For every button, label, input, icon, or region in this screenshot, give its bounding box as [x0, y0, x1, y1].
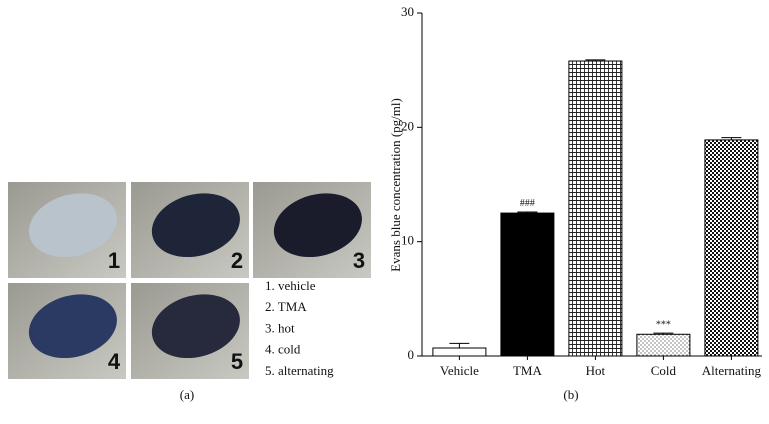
bar: [636, 333, 691, 357]
photo-number: 5: [231, 349, 243, 374]
ear: [28, 193, 117, 258]
bar: [568, 60, 623, 357]
x-tick-label: Hot: [586, 363, 606, 378]
legend-item: 4. cold: [265, 342, 301, 357]
photo: 1: [8, 182, 126, 278]
y-tick-label: 0: [408, 347, 415, 362]
significance-mark: ###: [520, 198, 535, 209]
photo-number: 4: [108, 349, 121, 374]
photo-number: 2: [231, 248, 243, 273]
y-tick-label: 10: [401, 233, 414, 248]
x-tick-label: Alternating: [702, 363, 762, 378]
bar: [704, 139, 759, 357]
x-tick-label: Cold: [651, 363, 677, 378]
bar-chart: 0 10 20 30 Vehicle TMA Hot Cold Alternating ### **…: [401, 4, 762, 378]
y-tick-label: 30: [401, 4, 414, 19]
photo: 2: [131, 182, 249, 278]
ear: [151, 193, 240, 258]
y-axis-label: Evans blue concentration (pg/ml): [388, 98, 403, 272]
legend-item: 1. vehicle: [265, 278, 316, 293]
panel-caption: (b): [563, 387, 578, 402]
legend-item: 5. alternating: [265, 363, 334, 378]
panel-caption: (a): [180, 387, 194, 402]
x-tick-label: TMA: [513, 363, 543, 378]
bar: [432, 347, 487, 357]
x-tick-label: Vehicle: [440, 363, 479, 378]
significance-mark: ***: [656, 319, 671, 330]
photo-number: 1: [108, 248, 120, 273]
photo-number: 3: [353, 248, 365, 273]
photo: 5: [131, 283, 249, 379]
y-tick-label: 20: [401, 118, 414, 133]
photo: 3: [253, 182, 371, 278]
photo: 4: [8, 283, 126, 379]
legend-item: 3. hot: [265, 320, 295, 335]
ear: [151, 294, 240, 359]
panel-a: 1 2 3 4 5 1. vehicle 2. TMA 3. hot 4. cold 5. alt…: [8, 182, 371, 379]
bar: [500, 212, 555, 357]
ear: [273, 193, 362, 258]
ear: [28, 294, 117, 359]
legend-item: 2. TMA: [265, 299, 307, 314]
